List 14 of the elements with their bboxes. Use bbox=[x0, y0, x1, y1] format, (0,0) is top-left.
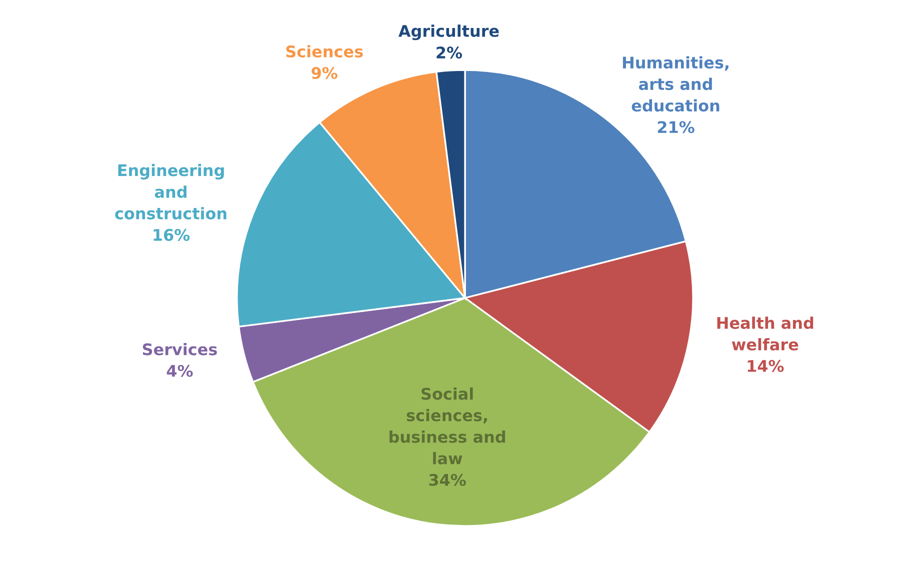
data-label: 14% bbox=[748, 360, 784, 372]
data-label: 21% bbox=[658, 121, 694, 134]
slice-label: Health and welfare bbox=[717, 316, 814, 350]
data-label: 9% bbox=[312, 66, 338, 80]
slice-label: Engineering and construction bbox=[115, 164, 226, 220]
slice-label: Humanities, arts and education bbox=[622, 56, 728, 112]
data-label: 34% bbox=[429, 474, 466, 486]
data-label: 16% bbox=[154, 228, 190, 241]
slice-label: Services bbox=[142, 343, 217, 356]
data-label: 2% bbox=[436, 46, 462, 59]
slice-label: Sciences bbox=[286, 45, 363, 58]
slice-label: Social sciences, business and law bbox=[390, 387, 506, 464]
data-label: 4% bbox=[166, 364, 193, 377]
slice-label: Agriculture bbox=[398, 24, 499, 40]
